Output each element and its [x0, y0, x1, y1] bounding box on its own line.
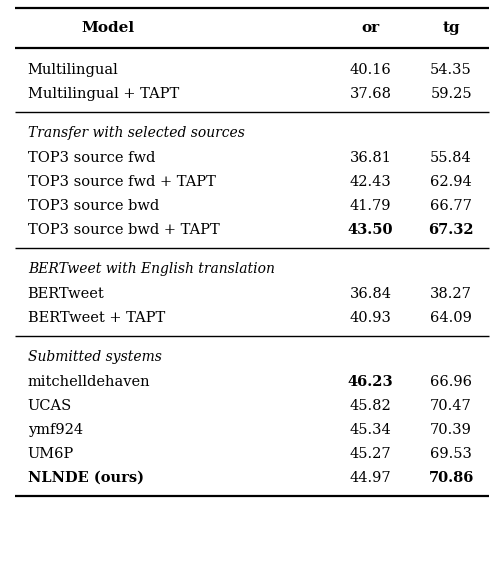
- Text: 70.39: 70.39: [430, 423, 472, 437]
- Text: 66.96: 66.96: [430, 375, 472, 389]
- Text: 44.97: 44.97: [350, 471, 391, 485]
- Text: Multilingual: Multilingual: [28, 63, 118, 77]
- Text: 66.77: 66.77: [430, 199, 472, 213]
- Text: 43.50: 43.50: [348, 223, 393, 237]
- Text: tg: tg: [443, 21, 460, 35]
- Text: TOP3 source bwd: TOP3 source bwd: [28, 199, 159, 213]
- Text: Multilingual + TAPT: Multilingual + TAPT: [28, 87, 179, 101]
- Text: 67.32: 67.32: [428, 223, 474, 237]
- Text: TOP3 source fwd + TAPT: TOP3 source fwd + TAPT: [28, 175, 216, 189]
- Text: or: or: [361, 21, 380, 35]
- Text: 40.93: 40.93: [349, 311, 392, 325]
- Text: 62.94: 62.94: [430, 175, 472, 189]
- Text: 36.84: 36.84: [349, 287, 392, 301]
- Text: NLNDE (ours): NLNDE (ours): [28, 471, 144, 485]
- Text: 37.68: 37.68: [349, 87, 392, 101]
- Text: 46.23: 46.23: [348, 375, 393, 389]
- Text: ymf924: ymf924: [28, 423, 83, 437]
- Text: 42.43: 42.43: [350, 175, 391, 189]
- Text: 64.09: 64.09: [430, 311, 472, 325]
- Text: BERTweet + TAPT: BERTweet + TAPT: [28, 311, 165, 325]
- Text: TOP3 source bwd + TAPT: TOP3 source bwd + TAPT: [28, 223, 219, 237]
- Text: 59.25: 59.25: [430, 87, 472, 101]
- Text: 69.53: 69.53: [430, 447, 472, 461]
- Text: 38.27: 38.27: [430, 287, 472, 301]
- Text: 54.35: 54.35: [430, 63, 472, 77]
- Text: UM6P: UM6P: [28, 447, 74, 461]
- Text: 41.79: 41.79: [350, 199, 391, 213]
- Text: 40.16: 40.16: [350, 63, 391, 77]
- Text: BERTweet with English translation: BERTweet with English translation: [28, 262, 275, 276]
- Text: Transfer with selected sources: Transfer with selected sources: [28, 126, 244, 140]
- Text: mitchelldehaven: mitchelldehaven: [28, 375, 150, 389]
- Text: BERTweet: BERTweet: [28, 287, 104, 301]
- Text: 36.81: 36.81: [349, 151, 392, 165]
- Text: UCAS: UCAS: [28, 399, 72, 413]
- Text: 70.86: 70.86: [428, 471, 474, 485]
- Text: TOP3 source fwd: TOP3 source fwd: [28, 151, 155, 165]
- Text: Model: Model: [81, 21, 134, 35]
- Text: 45.82: 45.82: [350, 399, 391, 413]
- Text: 55.84: 55.84: [430, 151, 472, 165]
- Text: 45.27: 45.27: [350, 447, 391, 461]
- Text: Submitted systems: Submitted systems: [28, 350, 162, 364]
- Text: 45.34: 45.34: [350, 423, 391, 437]
- Text: 70.47: 70.47: [430, 399, 472, 413]
